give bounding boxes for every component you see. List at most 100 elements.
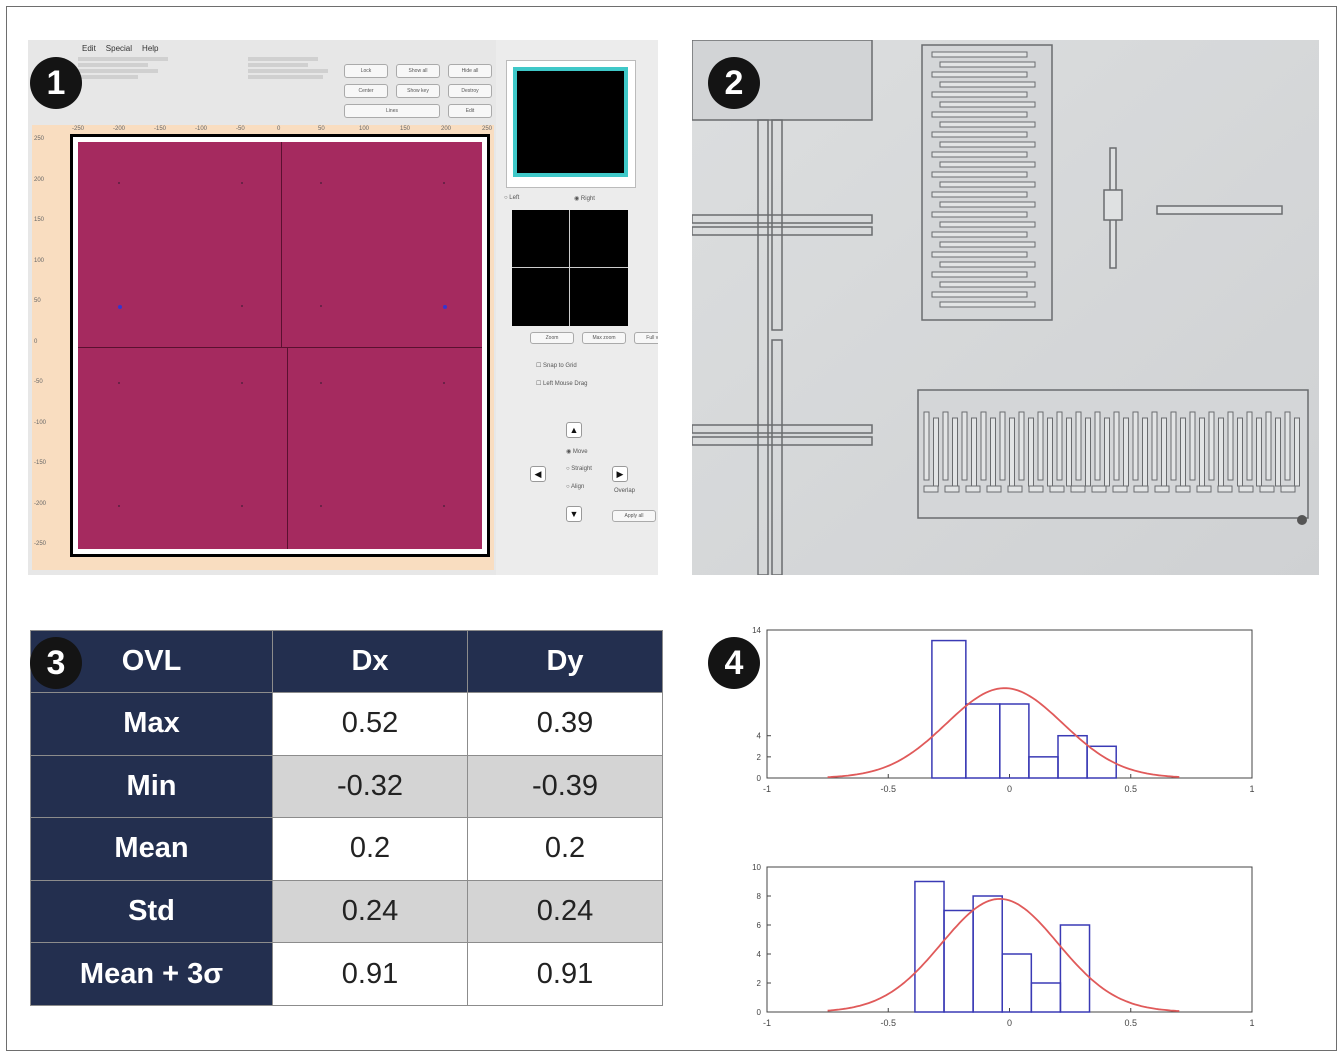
panel-4-histograms: -1 -0.5 0 0.5 1 0 2 4 14 -1 -0.5 0 0.5 1 0 2 4 6 8 10 xyxy=(692,620,1332,1040)
comb-finger xyxy=(939,81,1036,88)
view-button-zoom[interactable]: Zoom xyxy=(530,332,574,344)
info-readout xyxy=(78,55,258,95)
comb-finger xyxy=(931,71,1028,78)
comb-finger xyxy=(980,411,987,481)
alignment-mark xyxy=(241,182,243,184)
cell-dy: 0.91 xyxy=(467,942,663,1006)
checkbox-snap-to-grid[interactable]: ☐ Snap to Grid xyxy=(536,363,577,369)
toolbar-button-lock[interactable]: Lock xyxy=(344,64,388,78)
view-button-full-view[interactable]: Full view xyxy=(634,332,658,344)
preview-image xyxy=(513,67,628,177)
histogram-bar xyxy=(1059,924,1091,1013)
alignment-mark xyxy=(320,382,322,384)
table-row: Mean 0.2 0.2 xyxy=(30,817,663,881)
cell-dy: -0.39 xyxy=(467,754,663,819)
menu-item-edit[interactable]: Edit xyxy=(82,44,96,53)
ruler-y-tick: 200 xyxy=(34,176,45,183)
quadrant-view[interactable] xyxy=(512,210,628,326)
view-button-max-zoom[interactable]: Max zoom xyxy=(582,332,626,344)
comb-finger xyxy=(933,417,939,487)
alignment-mark xyxy=(118,505,120,507)
toolbar-button-center[interactable]: Center xyxy=(344,84,388,98)
radio-align[interactable]: ○ Align xyxy=(566,484,585,490)
arrow-down-button[interactable]: ▼ xyxy=(566,506,582,522)
pad xyxy=(986,485,1002,493)
ruler-x-tick: 150 xyxy=(400,126,411,132)
ruler-y-tick: 150 xyxy=(34,217,45,223)
toolbar-button-lines[interactable]: Lines xyxy=(344,104,440,118)
comb-finger xyxy=(1294,417,1300,487)
alignment-mark xyxy=(443,182,445,184)
comb-finger xyxy=(931,51,1028,58)
comb-finger xyxy=(1170,411,1177,481)
alignment-mark xyxy=(118,382,120,384)
comb-finger xyxy=(961,411,968,481)
pad xyxy=(1028,485,1044,493)
y-tick-label: 8 xyxy=(757,892,762,901)
comb-finger xyxy=(939,141,1036,148)
panel-badge-4: 4 xyxy=(708,637,760,689)
toolbar-button-show-key[interactable]: Show key xyxy=(396,84,440,98)
radio-left[interactable]: ○ Left xyxy=(504,195,520,201)
ruler-y-tick: 50 xyxy=(34,298,41,304)
pad xyxy=(944,485,960,493)
apply-all-button[interactable]: Apply all xyxy=(612,510,656,522)
radio-move[interactable]: ◉ Move xyxy=(566,449,588,455)
exposure-field[interactable] xyxy=(78,142,482,549)
x-tick-label: -0.5 xyxy=(880,784,896,794)
cell-dx: 0.91 xyxy=(272,942,468,1006)
ruler-x-tick: 200 xyxy=(441,126,452,132)
arrow-right-button[interactable]: ▶ xyxy=(612,466,628,482)
toolbar-button-hide-all[interactable]: Hide all xyxy=(448,64,492,78)
comb-finger xyxy=(931,151,1028,158)
alignment-mark xyxy=(241,382,243,384)
alignment-mark xyxy=(118,305,122,309)
comb-finger xyxy=(939,101,1036,108)
radio-right[interactable]: ◉ Right xyxy=(574,196,595,202)
toolbar-button-destroy[interactable]: Destroy xyxy=(448,84,492,98)
comb-finger xyxy=(1256,417,1262,487)
toolbar-button-show-all[interactable]: Show all xyxy=(396,64,440,78)
ruler-x-tick: -100 xyxy=(195,126,208,132)
comb-finger xyxy=(1104,417,1110,487)
arrow-left-button[interactable]: ◀ xyxy=(530,466,546,482)
ruler-x-tick: -50 xyxy=(236,126,245,132)
pad xyxy=(1280,485,1296,493)
alignment-mark xyxy=(320,305,322,307)
comb-finger xyxy=(1113,411,1120,481)
alignment-mark xyxy=(443,382,445,384)
comb-finger xyxy=(1009,417,1015,487)
comb-finger xyxy=(931,111,1028,118)
canvas-frame[interactable] xyxy=(70,134,490,557)
x-tick-label: 1 xyxy=(1249,1018,1254,1028)
alignment-mark xyxy=(320,505,322,507)
checkbox-left-mouse-drag[interactable]: ☐ Left Mouse Drag xyxy=(536,381,588,387)
histogram-bar xyxy=(1086,745,1117,779)
pad xyxy=(1154,485,1170,493)
menu-item-special[interactable]: Special xyxy=(105,44,133,53)
ruler-x-tick: -200 xyxy=(113,126,126,132)
comb-finger xyxy=(1284,411,1291,481)
table-header-row: OVL Dx Dy xyxy=(30,630,663,693)
toolbar-button-edit[interactable]: Edit xyxy=(448,104,492,118)
y-tick-label: 0 xyxy=(757,774,762,783)
comb-finger xyxy=(952,417,958,487)
alignment-mark xyxy=(320,182,322,184)
ruler-y-tick: -100 xyxy=(34,419,47,426)
comb-finger xyxy=(1151,411,1158,481)
comb-finger xyxy=(931,191,1028,198)
radio-straight[interactable]: ○ Straight xyxy=(566,466,592,472)
table-row: Mean + 3σ 0.91 0.91 xyxy=(30,942,663,1006)
preview-window xyxy=(506,60,636,188)
comb-finger xyxy=(990,417,996,487)
arrow-up-button[interactable]: ▲ xyxy=(566,422,582,438)
comb-finger xyxy=(931,291,1028,298)
menu-item-help[interactable]: Help xyxy=(142,44,159,53)
comb-finger xyxy=(1180,417,1186,487)
comb-finger xyxy=(1132,411,1139,481)
comb-finger xyxy=(931,271,1028,278)
row-label: Min xyxy=(30,754,273,819)
comb-finger xyxy=(931,231,1028,238)
alignment-mark xyxy=(241,305,243,307)
